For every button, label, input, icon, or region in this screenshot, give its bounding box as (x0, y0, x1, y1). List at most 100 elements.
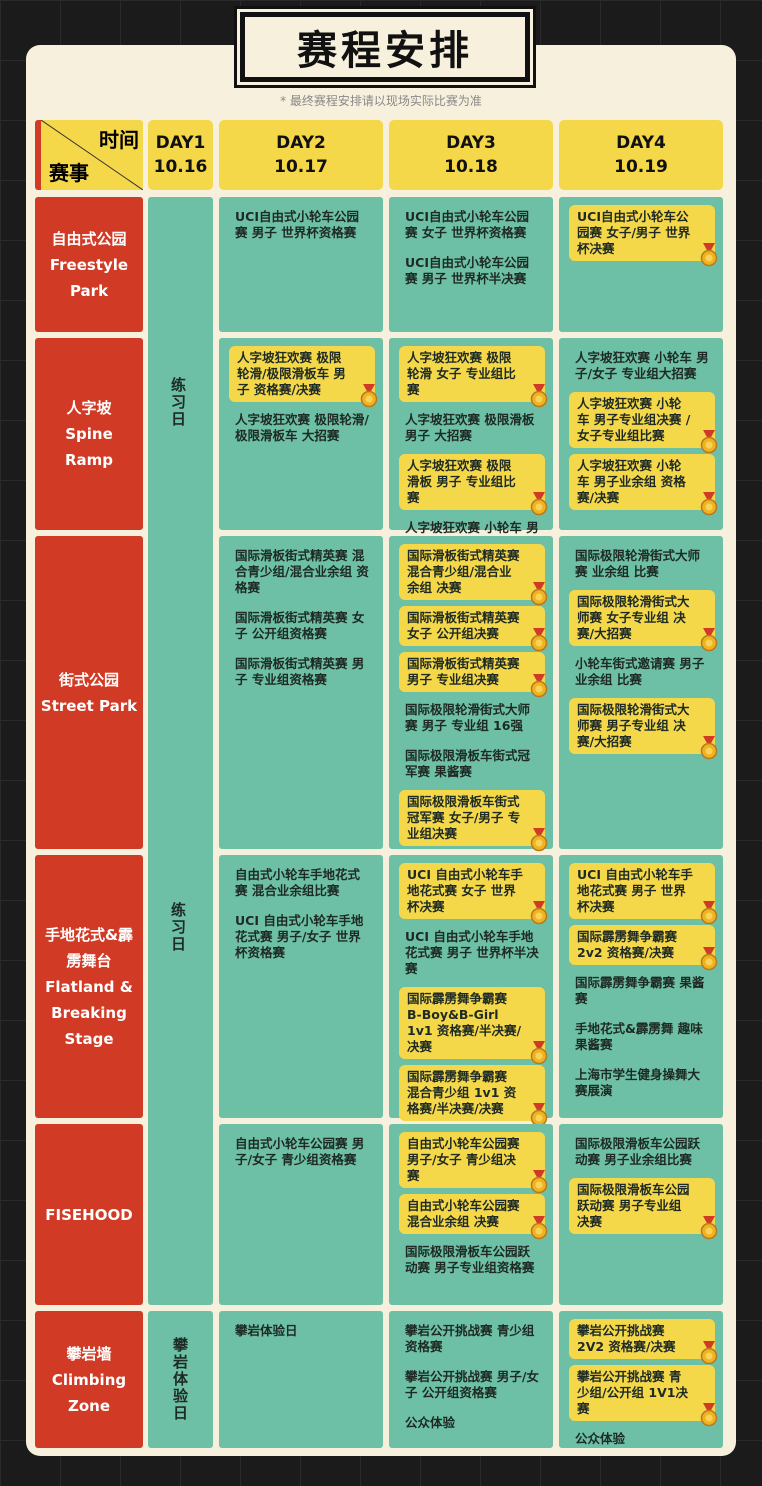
day-cell: 攀岩公开挑战赛 2V2 资格赛/决赛 攀岩公开挑战赛 青少组/公开组 1V1决赛公… (559, 1311, 723, 1448)
medal-icon (530, 828, 548, 852)
event: UCI自由式小轮车公园赛 男子 世界杯半决赛 (405, 255, 529, 286)
final-event: UCI自由式小轮车公园赛 女子/男子 世界杯决赛 (569, 205, 718, 267)
day-header: DAY1 10.16 (148, 120, 213, 190)
category-name: 攀岩墙 (66, 1344, 112, 1363)
medal-icon (700, 243, 718, 267)
final-event: 国际极限轮滑街式大师赛 男子专业组 决赛/大招赛 (569, 698, 718, 760)
medal-icon (530, 492, 548, 516)
day-cell: UCI自由式小轮车公园赛 男子 世界杯资格赛 (219, 197, 383, 332)
day-date: 10.19 (614, 157, 668, 177)
day-cell: 人字坡狂欢赛 小轮车 男子/女子 专业组大招赛人字坡狂欢赛 小轮车 男子专业组决… (559, 338, 723, 530)
medal-icon (700, 1216, 718, 1240)
category-name: Freestyle (49, 255, 129, 274)
event: 国际极限轮滑街式大师赛 男子 专业组 16强 (405, 702, 531, 733)
event: UCI自由式小轮车公园赛 男子 世界杯资格赛 (235, 209, 359, 240)
day-cell: UCI自由式小轮车公园赛 女子/男子 世界杯决赛 (559, 197, 723, 332)
final-event: 人字坡狂欢赛 极限轮滑 女子 专业组比赛 (399, 346, 548, 408)
medal-icon (360, 384, 378, 408)
corner-time: 时间 (99, 128, 139, 152)
medal-icon (530, 1216, 548, 1240)
day1-climbing-cell: 攀岩体验日 (148, 1311, 213, 1448)
category-name: 人字坡 (66, 399, 112, 417)
event: 手地花式&霹雳舞 趣味果酱赛 (575, 1021, 703, 1052)
event: 人字坡狂欢赛 小轮车 男子/女子 专业组大招赛 (575, 350, 709, 381)
final-event: 国际滑板街式精英赛 混合青少组/混合业余组 决赛 (399, 544, 548, 606)
category-name: Climbing (51, 1370, 127, 1389)
medal-icon (700, 1341, 718, 1365)
category-name: Stage (64, 1029, 114, 1048)
category-cell: 自由式公园 Freestyle Park (35, 197, 143, 332)
final-event: 国际霹雳舞争霸赛 2v2 资格赛/决赛 (569, 925, 718, 971)
final-event: 自由式小轮车公园赛 男子/女子 青少组决赛 (399, 1132, 548, 1194)
event: 上海市学生健身操舞大赛展演 (575, 1067, 701, 1098)
day-label: DAY2 (276, 133, 326, 153)
final-event: 国际滑板街式精英赛 男子 专业组决赛 (399, 652, 548, 698)
medal-icon (530, 1170, 548, 1194)
category-name: 手地花式&霹 (44, 925, 134, 944)
day-date: 10.16 (153, 157, 208, 177)
event: 国际极限滑板车公园跃动赛 男子专业组资格赛 (405, 1244, 535, 1275)
event: 公众体验 (575, 1431, 626, 1446)
event: 公众体验 (405, 1415, 456, 1430)
category-name: Street Park (40, 696, 138, 715)
day-cell: 攀岩公开挑战赛 青少组资格赛 攀岩公开挑战赛 男子/女子 公开组资格赛 公众体验 (389, 1311, 553, 1448)
corner-event: 赛事 (49, 161, 89, 185)
final-event: 国际极限轮滑街式大师赛 女子专业组 决赛/大招赛 (569, 590, 718, 652)
practice-day: 练习日 (169, 902, 187, 953)
event: 国际极限滑板车街式冠军赛 果酱赛 (405, 748, 531, 779)
event: UCI 自由式小轮车手地花式赛 男子/女子 世界杯资格赛 (235, 913, 364, 960)
event: 国际滑板街式精英赛 男子 专业组资格赛 (235, 656, 365, 687)
medal-icon (530, 1041, 548, 1065)
category-cell: 人字坡 Spine Ramp (35, 338, 143, 530)
event: 攀岩体验日 (235, 1323, 298, 1338)
medal-icon (700, 1403, 718, 1427)
event: 自由式小轮车手地花式赛 混合业余组比赛 (235, 867, 361, 898)
event: 国际极限滑板车公园跃动赛 男子业余组比赛 (575, 1136, 701, 1167)
day-label: DAY4 (616, 133, 666, 153)
day-cell: UCI 自由式小轮车手地花式赛 男子 世界杯决赛 国际霹雳舞争霸赛 2v2 资格赛… (559, 855, 723, 1118)
category-name: Zone (67, 1396, 111, 1415)
climbing-day: 攀岩体验日 (171, 1337, 189, 1422)
event: 自由式小轮车公园赛 男子/女子 青少组资格赛 (235, 1136, 365, 1167)
day-header: DAY4 10.19 (559, 120, 723, 190)
day-cell: 自由式小轮车手地花式赛 混合业余组比赛 UCI 自由式小轮车手地花式赛 男子/女子… (219, 855, 383, 1118)
event: 人字坡狂欢赛 极限滑板 男子 大招赛 (405, 412, 535, 443)
medal-icon (530, 628, 548, 652)
event: 攀岩公开挑战赛 男子/女子 公开组资格赛 (405, 1369, 539, 1400)
practice-day: 练习日 (169, 377, 187, 428)
category-name: 自由式公园 (51, 229, 127, 248)
event: 国际滑板街式精英赛 混合青少组/混合业余组 资格赛 (235, 548, 369, 595)
day-cell: 国际极限轮滑街式大师赛 业余组 比赛国际极限轮滑街式大师赛 女子专业组 决赛/大… (559, 536, 723, 849)
category-name: FISEHOOD (45, 1205, 133, 1224)
final-event: 人字坡狂欢赛 极限滑板 男子 专业组比赛 (399, 454, 548, 516)
category-name: Flatland & (45, 977, 133, 996)
category-name: Breaking (51, 1003, 127, 1022)
final-event: 人字坡狂欢赛 极限轮滑/极限滑板车 男子 资格赛/决赛 (229, 346, 378, 408)
medal-icon (530, 674, 548, 698)
final-event: 人字坡狂欢赛 小轮车 男子专业组决赛 / 女子专业组比赛 (569, 392, 718, 454)
day-cell: 自由式小轮车公园赛 男子/女子 青少组资格赛 (219, 1124, 383, 1305)
category-cell: 街式公园 Street Park (35, 536, 143, 849)
final-event: 国际霹雳舞争霸赛 B-Boy&B-Girl 1v1 资格赛/半决赛/决赛 (399, 987, 548, 1065)
medal-icon (700, 736, 718, 760)
title-box: 赛程安排 (240, 12, 530, 82)
day-cell: 国际极限滑板车公园跃动赛 男子业余组比赛 国际极限滑板车公园跃动赛 男子专业组决赛 (559, 1124, 723, 1305)
day-cell: UCI自由式小轮车公园赛 女子 世界杯资格赛 UCI自由式小轮车公园赛 男子 世界… (389, 197, 553, 332)
day-date: 10.17 (274, 157, 328, 177)
category-cell: FISEHOOD (35, 1124, 143, 1305)
event: 人字坡狂欢赛 极限轮滑/极限滑板车 大招赛 (235, 412, 369, 443)
medal-icon (530, 901, 548, 925)
event: UCI 自由式小轮车手地花式赛 男子 世界杯半决赛 (405, 929, 539, 976)
category-name: 雳舞台 (66, 951, 112, 970)
final-event: 攀岩公开挑战赛 2V2 资格赛/决赛 (569, 1319, 718, 1365)
category-name: 街式公园 (58, 670, 119, 689)
day-cell: 国际滑板街式精英赛 混合青少组/混合业余组 决赛 国际滑板街式精英赛 女子 公开组… (389, 536, 553, 852)
event: 国际极限轮滑街式大师赛 业余组 比赛 (575, 548, 701, 579)
day-cell: 人字坡狂欢赛 极限轮滑 女子 专业组比赛人字坡狂欢赛 极限滑板 男子 大招赛人字… (389, 338, 553, 551)
day-label: DAY3 (446, 133, 496, 153)
medal-icon (700, 492, 718, 516)
day-header: DAY2 10.17 (219, 120, 383, 190)
final-event: 国际霹雳舞争霸赛 混合青少组 1v1 资格赛/半决赛/决赛 (399, 1065, 548, 1127)
day-header: DAY3 10.18 (389, 120, 553, 190)
